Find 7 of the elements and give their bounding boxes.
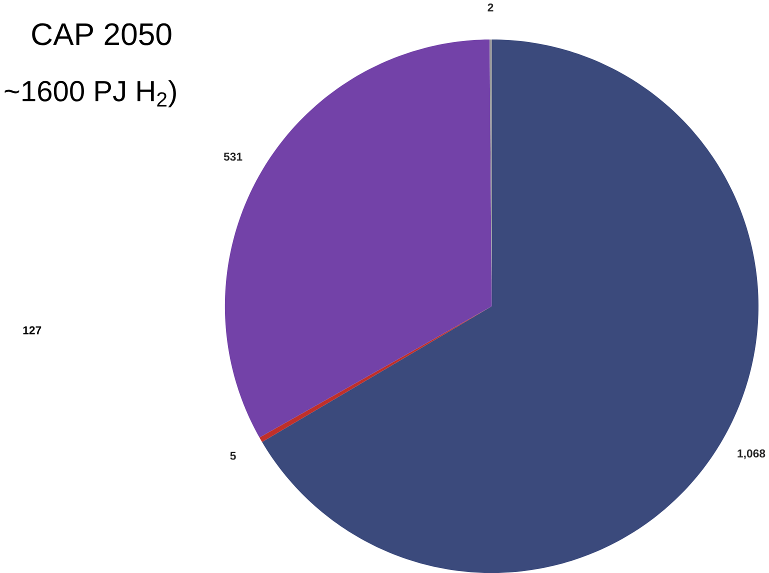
text: 127 (23, 326, 42, 334)
text: ~1600 PJ H$_{2}$) (4, 80, 176, 108)
data-label: 531 (224, 152, 242, 161)
data-label: 1,068 (738, 449, 766, 460)
data-label: 2 (488, 3, 494, 12)
chart-title: CAP 2050 (32, 23, 172, 46)
data-label: 5 (230, 452, 236, 460)
